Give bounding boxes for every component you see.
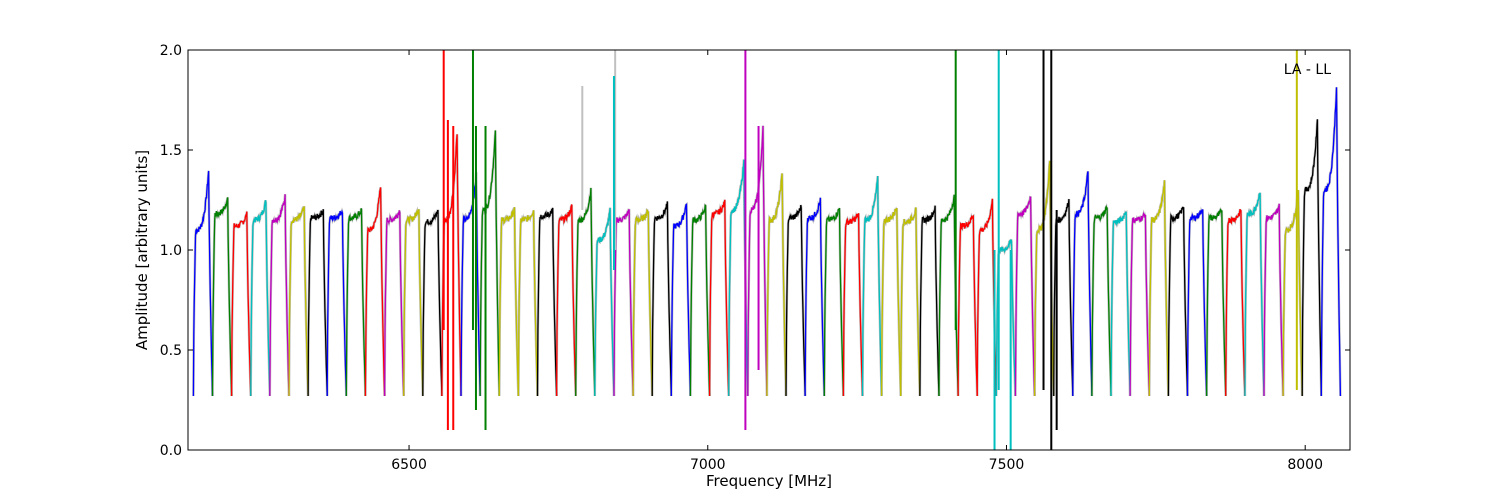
band-trace-1 xyxy=(211,197,233,397)
y-ticks: 0.0 0.5 1.0 1.5 2.0 xyxy=(160,43,1350,459)
band-trace-9 xyxy=(364,187,386,397)
band-trace-36 xyxy=(880,207,902,397)
band-trace-55 xyxy=(1244,192,1265,397)
y-tick-label-3: 1.5 xyxy=(160,143,182,159)
x-ticks: 6500 7000 7500 8000 xyxy=(391,50,1323,473)
band-trace-52 xyxy=(1186,208,1208,397)
band-trace-33 xyxy=(823,207,845,397)
x-tick-label-2: 7500 xyxy=(989,457,1025,473)
band-trace-49 xyxy=(1129,211,1150,397)
band-trace-23 xyxy=(632,208,653,397)
band-trace-34 xyxy=(842,213,864,397)
x-tick-label-1: 7000 xyxy=(690,457,726,473)
band-trace-16 xyxy=(498,207,520,397)
band-trace-18 xyxy=(536,207,558,397)
x-tick-label-3: 8000 xyxy=(1287,457,1323,473)
band-trace-47 xyxy=(1091,204,1112,397)
y-tick-label-0: 0.0 xyxy=(160,443,182,459)
band-trace-56 xyxy=(1263,203,1284,397)
band-trace-2 xyxy=(230,211,252,397)
band-trace-7 xyxy=(326,209,347,397)
band-trace-54 xyxy=(1225,208,1246,397)
band-trace-37 xyxy=(900,207,921,397)
band-trace-43 xyxy=(1014,196,1036,397)
band-trace-32 xyxy=(804,197,825,397)
band-trace-15 xyxy=(479,130,500,397)
band-trace-25 xyxy=(670,203,692,397)
band-trace-57 xyxy=(1282,190,1303,397)
spike-traces-layer xyxy=(442,50,1298,450)
band-trace-0 xyxy=(192,170,214,397)
band-trace-5 xyxy=(288,206,309,397)
band-trace-58 xyxy=(1301,119,1322,397)
band-trace-48 xyxy=(1110,211,1131,397)
band-traces-layer xyxy=(192,87,1342,397)
band-trace-12 xyxy=(422,210,443,397)
y-tick-label-1: 0.5 xyxy=(160,343,182,359)
band-trace-19 xyxy=(555,204,577,397)
band-trace-40 xyxy=(957,214,978,397)
band-trace-41 xyxy=(976,198,997,397)
x-axis-label: Frequency [MHz] xyxy=(706,472,832,490)
band-trace-20 xyxy=(575,187,596,397)
band-trace-53 xyxy=(1205,208,1227,397)
band-trace-50 xyxy=(1148,180,1170,397)
y-tick-label-2: 1.0 xyxy=(160,243,182,259)
band-trace-38 xyxy=(919,205,940,397)
plot-annotation: LA - LL xyxy=(1284,62,1331,78)
band-trace-8 xyxy=(345,208,367,397)
band-trace-29 xyxy=(747,125,768,397)
band-trace-4 xyxy=(269,194,290,397)
band-trace-46 xyxy=(1072,171,1093,397)
band-trace-21 xyxy=(594,207,615,397)
band-trace-59 xyxy=(1320,87,1342,397)
y-tick-label-4: 2.0 xyxy=(160,43,182,59)
x-tick-label-0: 6500 xyxy=(391,457,427,473)
y-axis-label: Amplitude [arbitrary units] xyxy=(133,150,151,350)
band-trace-31 xyxy=(785,204,806,397)
band-trace-14 xyxy=(460,172,481,397)
band-trace-24 xyxy=(651,201,672,397)
band-trace-17 xyxy=(517,210,539,397)
band-trace-11 xyxy=(403,208,424,397)
band-trace-6 xyxy=(307,209,328,397)
band-trace-35 xyxy=(861,175,883,397)
band-trace-22 xyxy=(613,209,634,397)
band-trace-51 xyxy=(1167,206,1189,397)
band-trace-10 xyxy=(383,210,405,397)
band-trace-30 xyxy=(766,173,787,397)
band-trace-27 xyxy=(708,199,730,397)
band-trace-3 xyxy=(250,200,271,397)
band-trace-26 xyxy=(689,204,711,397)
band-trace-13 xyxy=(441,134,462,397)
